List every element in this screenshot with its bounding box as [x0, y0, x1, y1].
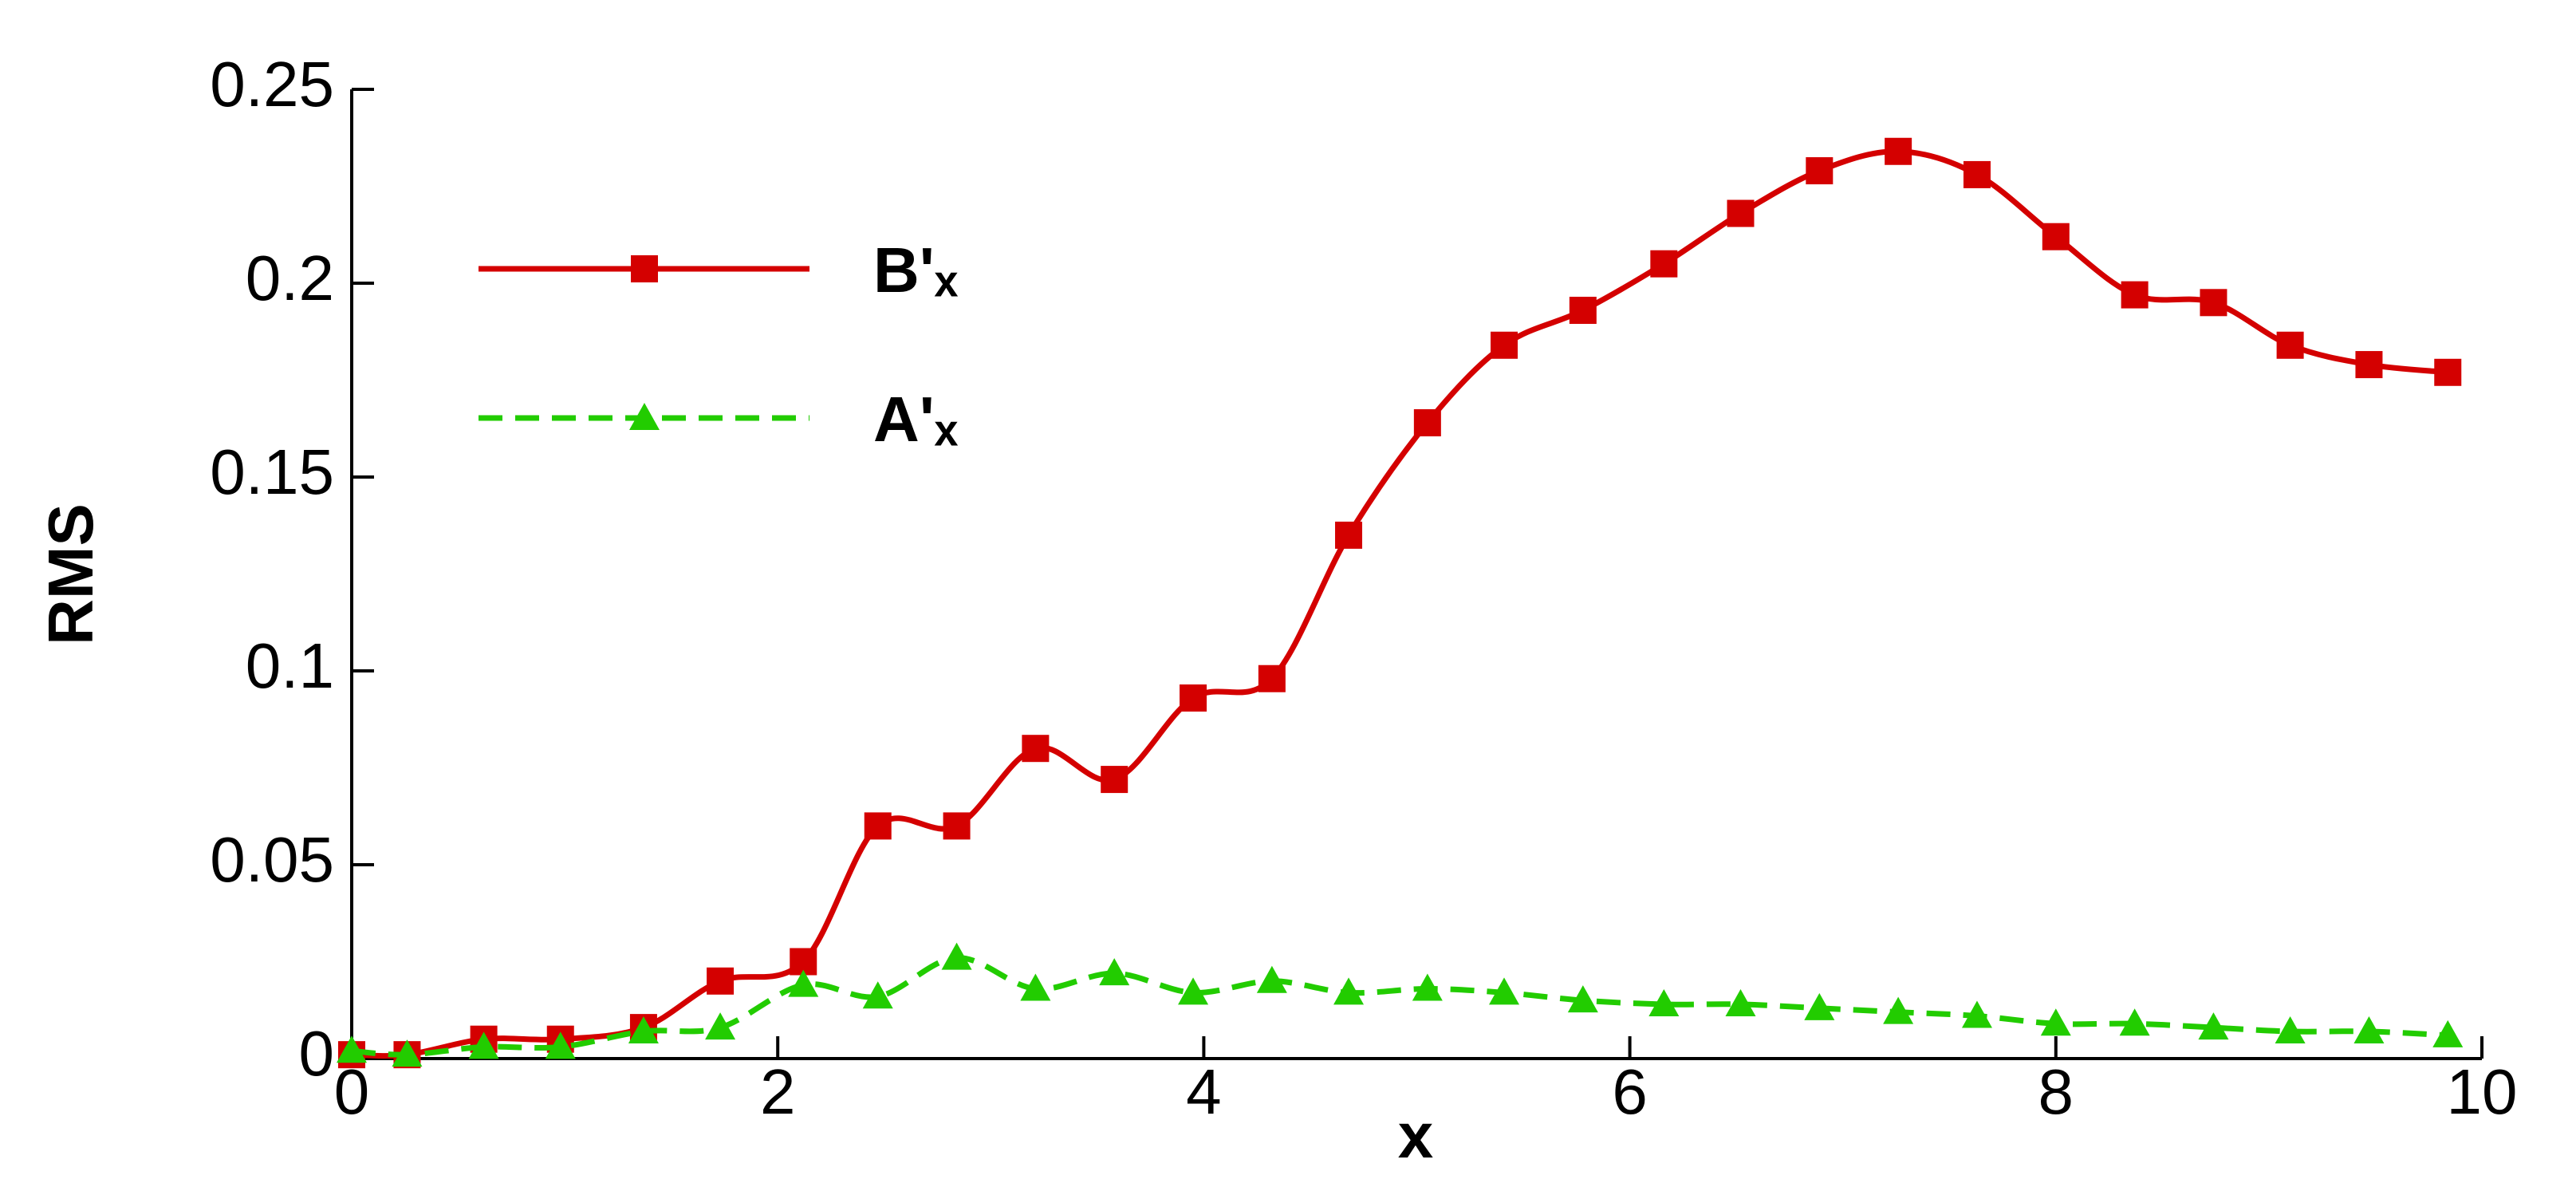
- data-point: [1883, 996, 1914, 1024]
- data-point: [1804, 992, 1835, 1020]
- data-point: [1489, 977, 1520, 1005]
- y-tick-label: 0.25: [210, 49, 334, 120]
- data-point: [705, 1012, 736, 1040]
- data-point: [1101, 766, 1128, 794]
- data-point: [2276, 331, 2304, 359]
- data-point: [1650, 250, 1678, 278]
- legend-label: A'ₓ: [873, 384, 959, 455]
- data-point: [1335, 521, 1363, 549]
- y-axis-label: RMS: [35, 503, 106, 645]
- data-point: [2355, 351, 2383, 379]
- data-point: [707, 967, 735, 995]
- y-tick-label: 0.05: [210, 824, 334, 895]
- data-point: [941, 942, 972, 970]
- data-point: [2040, 1008, 2071, 1036]
- data-point: [2042, 223, 2070, 250]
- data-point: [2121, 281, 2149, 309]
- data-point: [788, 969, 819, 997]
- x-tick-label: 8: [2038, 1056, 2074, 1127]
- x-axis-label: x: [1398, 1100, 1434, 1171]
- y-tick-label: 0.2: [246, 243, 334, 314]
- y-tick-label: 0.1: [246, 630, 334, 701]
- data-point: [1961, 1000, 1992, 1028]
- data-point: [1491, 331, 1518, 359]
- data-point: [1806, 157, 1834, 185]
- x-tick-label: 6: [1612, 1056, 1648, 1127]
- data-point: [2432, 1019, 2464, 1047]
- data-point: [1727, 199, 1755, 227]
- data-point: [864, 812, 892, 840]
- data-point: [862, 981, 893, 1009]
- data-point: [1963, 160, 1991, 188]
- data-point: [1413, 408, 1441, 436]
- data-point: [628, 1016, 659, 1043]
- data-point: [2119, 1008, 2150, 1036]
- y-tick-label: 0: [299, 1018, 335, 1089]
- data-point: [1333, 977, 1365, 1005]
- data-point: [1256, 965, 1287, 993]
- data-point: [2434, 358, 2462, 386]
- x-tick-label: 10: [2447, 1056, 2518, 1127]
- data-point: [2200, 289, 2227, 317]
- y-tick-label: 0.15: [210, 436, 334, 507]
- data-point: [1725, 988, 1756, 1016]
- data-point: [1020, 973, 1051, 1001]
- data-point: [545, 1031, 576, 1059]
- x-tick-label: 4: [1186, 1056, 1222, 1127]
- data-point: [392, 1039, 423, 1067]
- x-tick-label: 2: [760, 1056, 796, 1127]
- legend-marker: [629, 403, 660, 430]
- data-point: [1885, 137, 1912, 165]
- data-point: [2198, 1012, 2229, 1040]
- data-point: [337, 1035, 367, 1063]
- data-point: [1022, 735, 1050, 763]
- data-point: [468, 1031, 499, 1059]
- data-point: [943, 812, 971, 840]
- legend-label: B'ₓ: [873, 235, 959, 306]
- data-point: [1178, 977, 1209, 1005]
- series-line: [351, 955, 2448, 1058]
- data-point: [1258, 665, 1286, 692]
- data-point: [1412, 973, 1443, 1001]
- data-point: [2353, 1016, 2385, 1043]
- data-point: [2275, 1016, 2306, 1043]
- data-point: [1180, 684, 1207, 712]
- data-point: [1648, 988, 1680, 1016]
- data-point: [1569, 297, 1597, 325]
- data-point: [1567, 985, 1598, 1013]
- data-point: [1099, 958, 1130, 986]
- legend-marker: [631, 255, 658, 282]
